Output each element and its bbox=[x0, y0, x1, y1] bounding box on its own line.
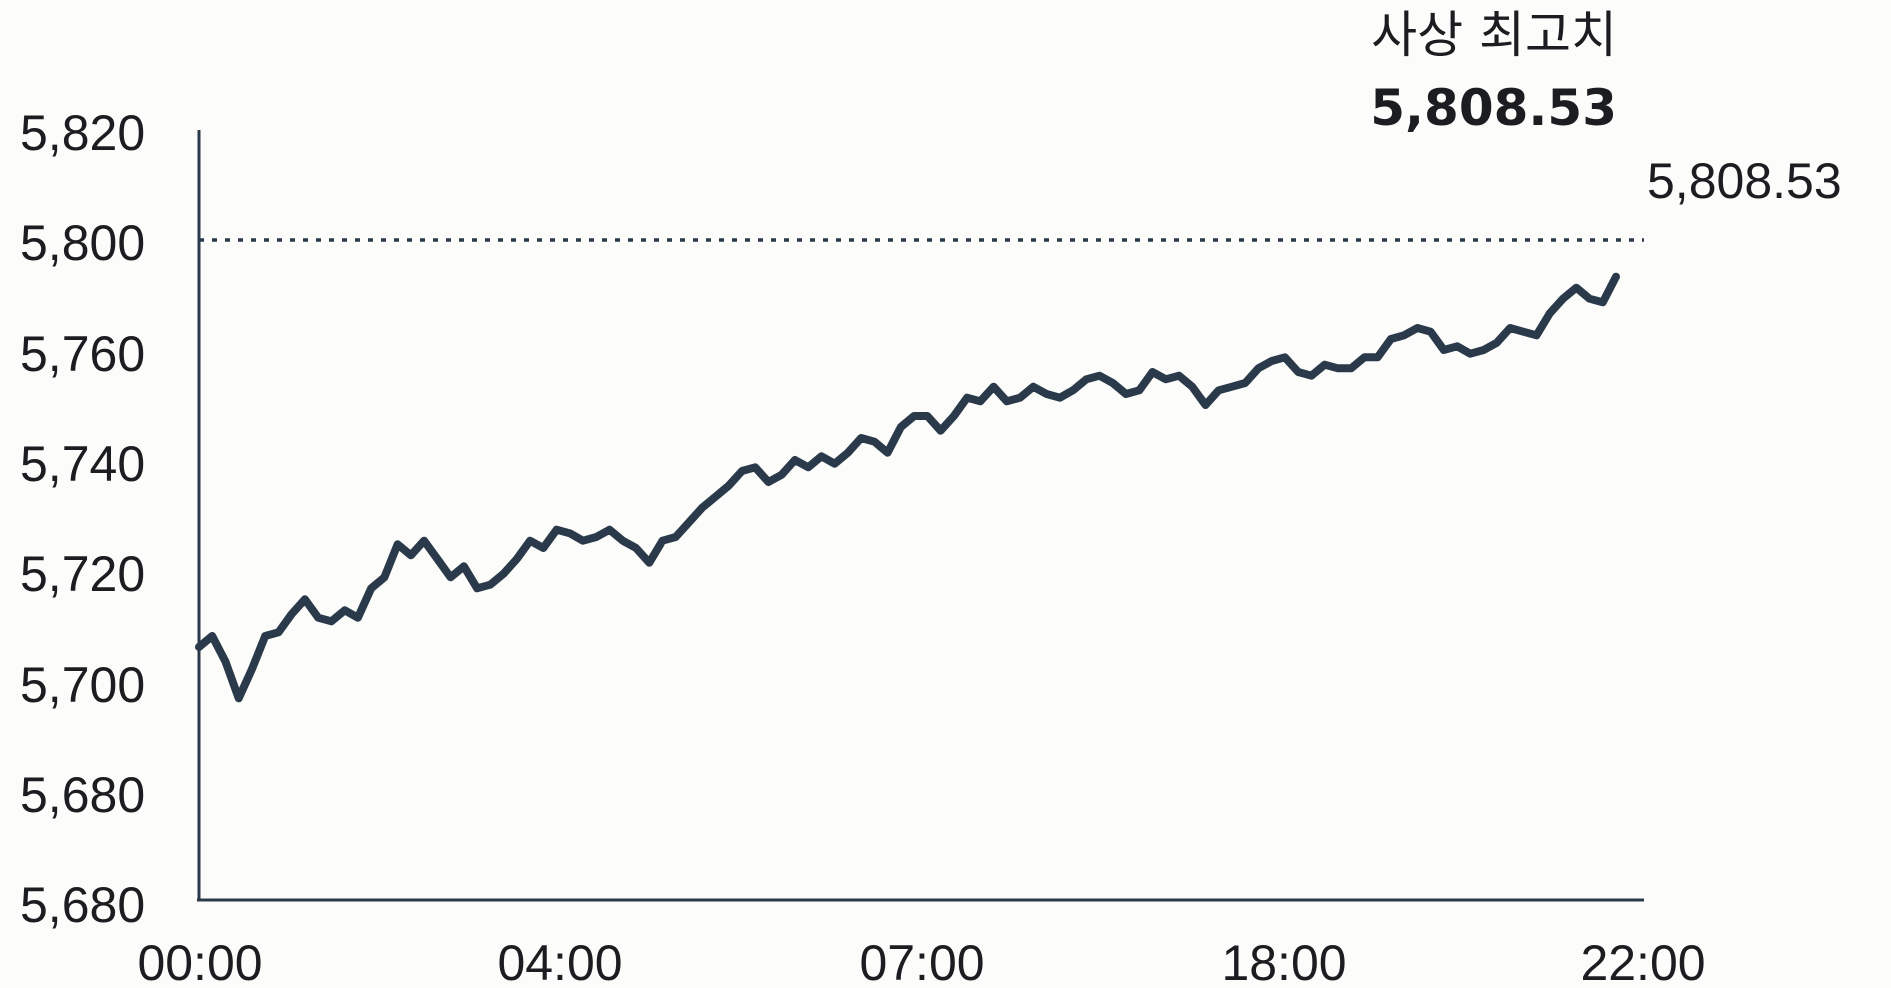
y-tick-labels: 5,820 5,800 5,760 5,740 5,720 5,700 5,68… bbox=[20, 105, 145, 933]
y-tick-label: 5,680 bbox=[20, 877, 145, 933]
x-tick-label: 00:00 bbox=[137, 935, 262, 988]
x-tick-label: 22:00 bbox=[1580, 935, 1705, 988]
annotation-title: 사상 최고치 bbox=[1371, 6, 1617, 64]
y-tick-label: 5,700 bbox=[20, 657, 145, 713]
y-tick-label: 5,720 bbox=[20, 546, 145, 602]
x-tick-label: 18:00 bbox=[1221, 935, 1346, 988]
end-value-label: 5,808.53 bbox=[1647, 153, 1842, 209]
y-tick-label: 5,800 bbox=[20, 215, 145, 271]
y-tick-label: 5,680 bbox=[20, 767, 145, 823]
x-tick-label: 04:00 bbox=[497, 935, 622, 988]
x-tick-label: 07:00 bbox=[859, 935, 984, 988]
series-line bbox=[195, 272, 1620, 703]
y-tick-label: 5,820 bbox=[20, 105, 145, 161]
y-tick-label: 5,740 bbox=[20, 436, 145, 492]
y-tick-label: 5,760 bbox=[20, 326, 145, 382]
annotation-value: 5,808.53 bbox=[1370, 79, 1617, 137]
x-tick-labels: 00:00 04:00 07:00 18:00 22:00 bbox=[137, 935, 1705, 988]
